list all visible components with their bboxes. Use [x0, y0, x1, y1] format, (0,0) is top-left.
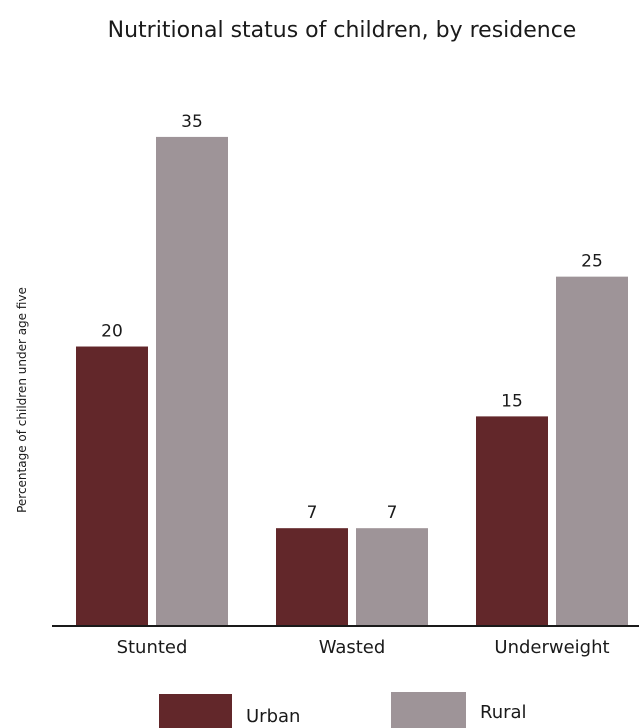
- value-label-rural-stunted: 35: [181, 112, 203, 132]
- value-label-urban-underweight: 15: [501, 391, 523, 411]
- legend: Urban Rural: [159, 692, 527, 728]
- bar-rural-stunted: [156, 136, 228, 626]
- bar-urban-stunted: [76, 346, 148, 626]
- x-tick-labels: Stunted Wasted Underweight: [117, 637, 610, 658]
- bar-urban-wasted: [276, 528, 348, 626]
- value-label-urban-stunted: 20: [101, 322, 123, 342]
- bars: [76, 136, 628, 626]
- value-label-urban-wasted: 7: [307, 503, 318, 523]
- x-tick-label-stunted: Stunted: [117, 637, 188, 658]
- y-axis-label: Percentage of children under age five: [15, 287, 29, 513]
- legend-swatch-urban: [159, 694, 232, 728]
- legend-label-rural: Rural: [480, 702, 527, 723]
- x-tick-label-underweight: Underweight: [494, 637, 609, 658]
- legend-swatch-rural: [391, 692, 466, 728]
- bar-rural-wasted: [356, 528, 428, 626]
- x-tick-label-wasted: Wasted: [319, 637, 386, 658]
- value-labels: 20 35 7 7 15 25: [101, 112, 603, 523]
- bar-rural-underweight: [556, 276, 628, 626]
- value-label-rural-wasted: 7: [387, 503, 398, 523]
- legend-label-urban: Urban: [246, 706, 300, 727]
- chart-title: Nutritional status of children, by resid…: [108, 18, 577, 43]
- value-label-rural-underweight: 25: [581, 252, 603, 272]
- bar-urban-underweight: [476, 416, 548, 626]
